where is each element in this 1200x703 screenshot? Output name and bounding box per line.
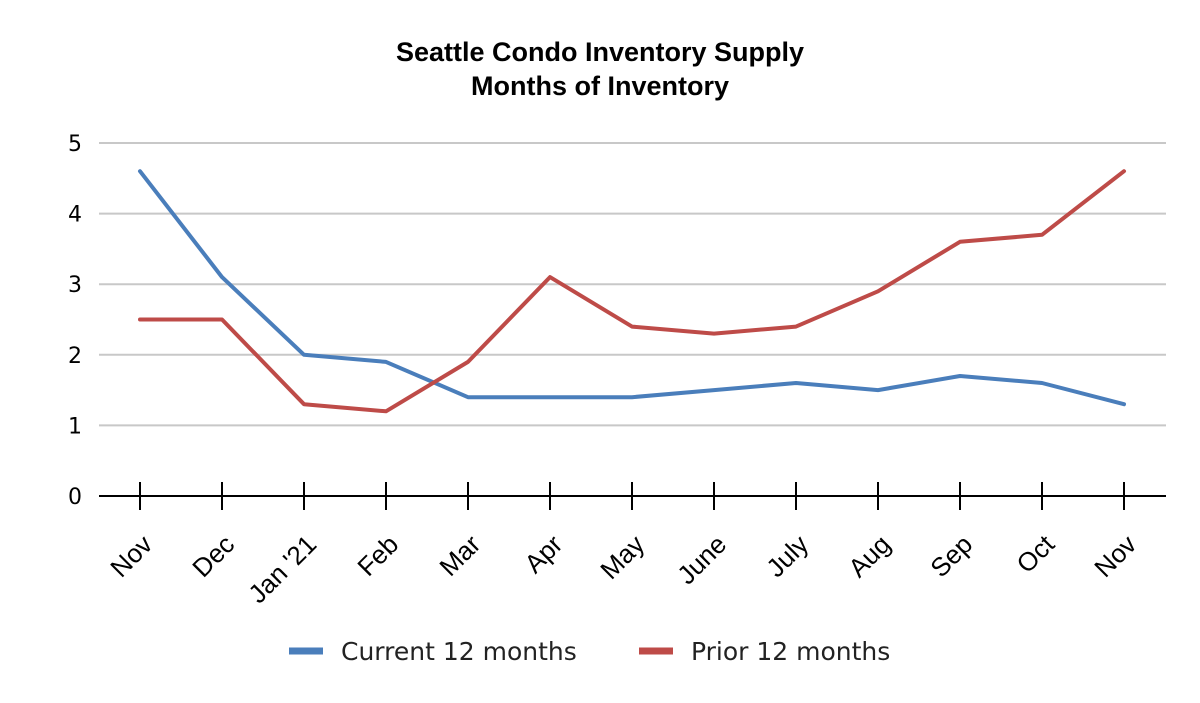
x-tick-label: Nov — [1088, 529, 1142, 583]
y-tick-label: 0 — [68, 485, 82, 510]
x-tick-label: June — [671, 529, 732, 590]
x-tick-label: Nov — [104, 529, 158, 583]
y-tick-label: 1 — [68, 414, 82, 439]
legend: Current 12 months Prior 12 months — [289, 637, 890, 666]
series-line-2 — [138, 169, 1126, 414]
chart-subtitle: Months of Inventory — [471, 71, 729, 101]
legend-label: Prior 12 months — [691, 637, 890, 666]
x-tick-label: Feb — [351, 529, 404, 582]
series-line-1 — [138, 169, 1126, 407]
x-tick-label: Apr — [518, 529, 568, 579]
series-lines — [138, 169, 1126, 414]
x-tick-label: Dec — [186, 529, 240, 583]
legend-label: Current 12 months — [341, 637, 577, 666]
x-axis — [99, 482, 1166, 510]
chart-title: Seattle Condo Inventory Supply — [396, 37, 804, 67]
y-axis-ticks: 0 1 2 3 4 5 — [68, 132, 82, 510]
x-tick-label: July — [760, 529, 814, 583]
x-tick-label: Mar — [433, 529, 486, 582]
grid-lines — [99, 142, 1166, 427]
y-tick-label: 5 — [68, 132, 82, 157]
x-tick-label: Aug — [842, 529, 896, 583]
x-tick-label: May — [594, 529, 650, 585]
x-tick-label: Sep — [924, 529, 978, 583]
y-tick-label: 3 — [68, 273, 82, 298]
y-tick-label: 4 — [68, 203, 82, 228]
x-tick-label: Jan '21 — [242, 529, 322, 609]
y-tick-label: 2 — [68, 344, 82, 369]
x-tick-label: Oct — [1010, 528, 1060, 578]
x-axis-ticks: Nov Dec Jan '21 Feb Mar Apr May June July Aug Sep O… — [104, 528, 1142, 608]
